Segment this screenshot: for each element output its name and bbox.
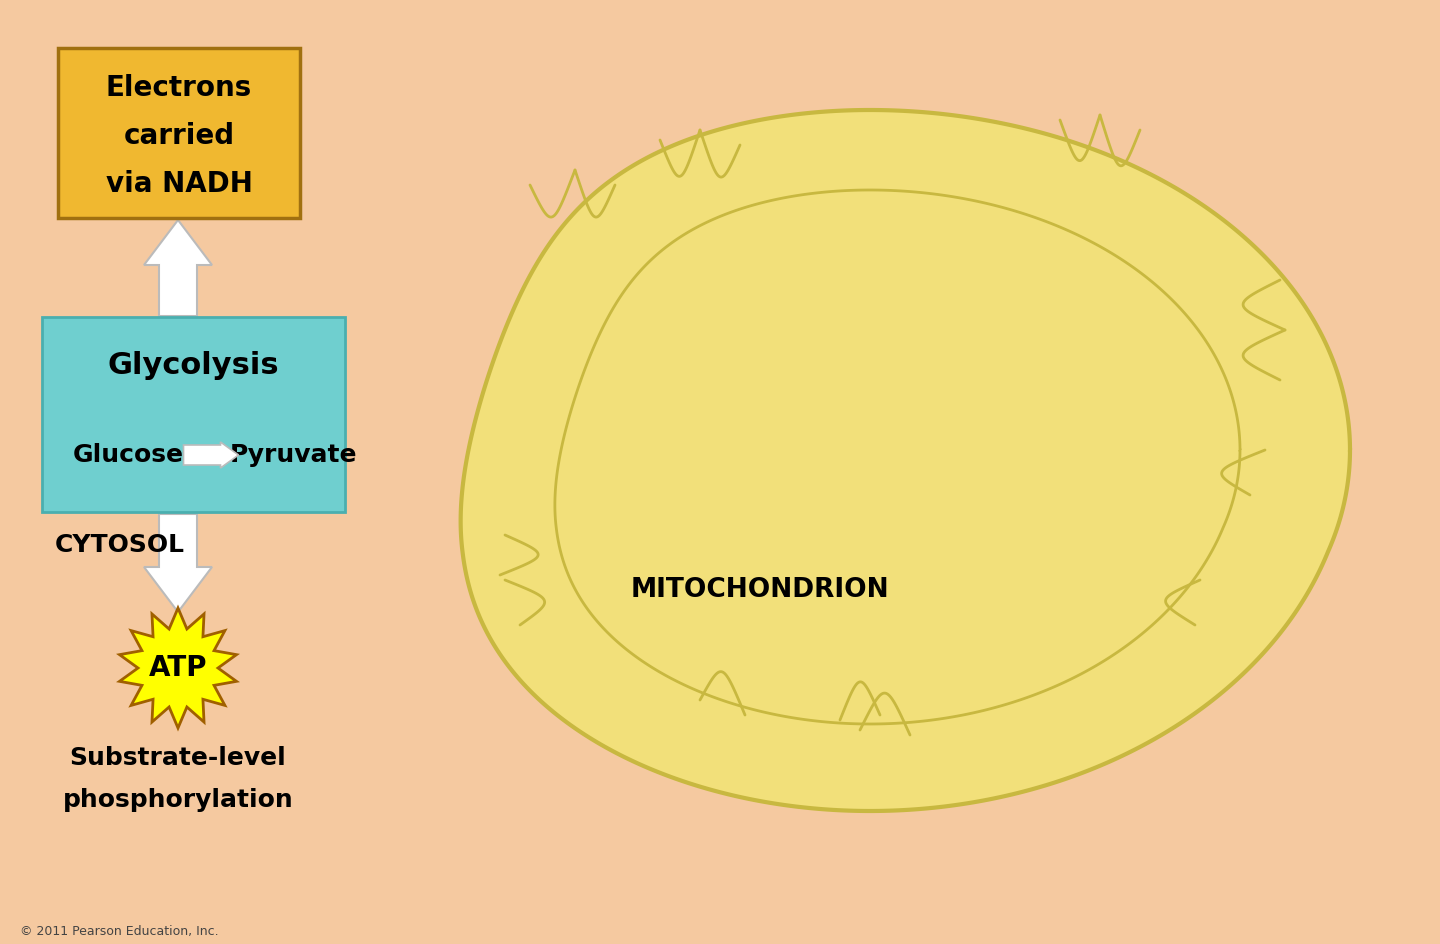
Text: Glucose: Glucose [73, 443, 184, 467]
Polygon shape [554, 190, 1240, 724]
Text: carried: carried [124, 122, 235, 150]
Polygon shape [120, 608, 236, 728]
Text: © 2011 Pearson Education, Inc.: © 2011 Pearson Education, Inc. [20, 925, 219, 938]
Text: CYTOSOL: CYTOSOL [55, 533, 184, 557]
Polygon shape [461, 110, 1349, 811]
Text: Glycolysis: Glycolysis [108, 350, 279, 379]
FancyBboxPatch shape [58, 48, 300, 218]
FancyArrow shape [144, 514, 212, 612]
Text: Substrate-level: Substrate-level [69, 746, 287, 770]
Text: via NADH: via NADH [105, 170, 252, 198]
Text: Electrons: Electrons [107, 74, 252, 102]
Text: MITOCHONDRION: MITOCHONDRION [631, 577, 890, 603]
Text: Pyruvate: Pyruvate [230, 443, 357, 467]
Text: phosphorylation: phosphorylation [62, 788, 294, 812]
Text: ATP: ATP [148, 654, 207, 682]
FancyArrow shape [183, 442, 239, 468]
FancyBboxPatch shape [42, 317, 346, 512]
FancyArrow shape [144, 220, 212, 316]
